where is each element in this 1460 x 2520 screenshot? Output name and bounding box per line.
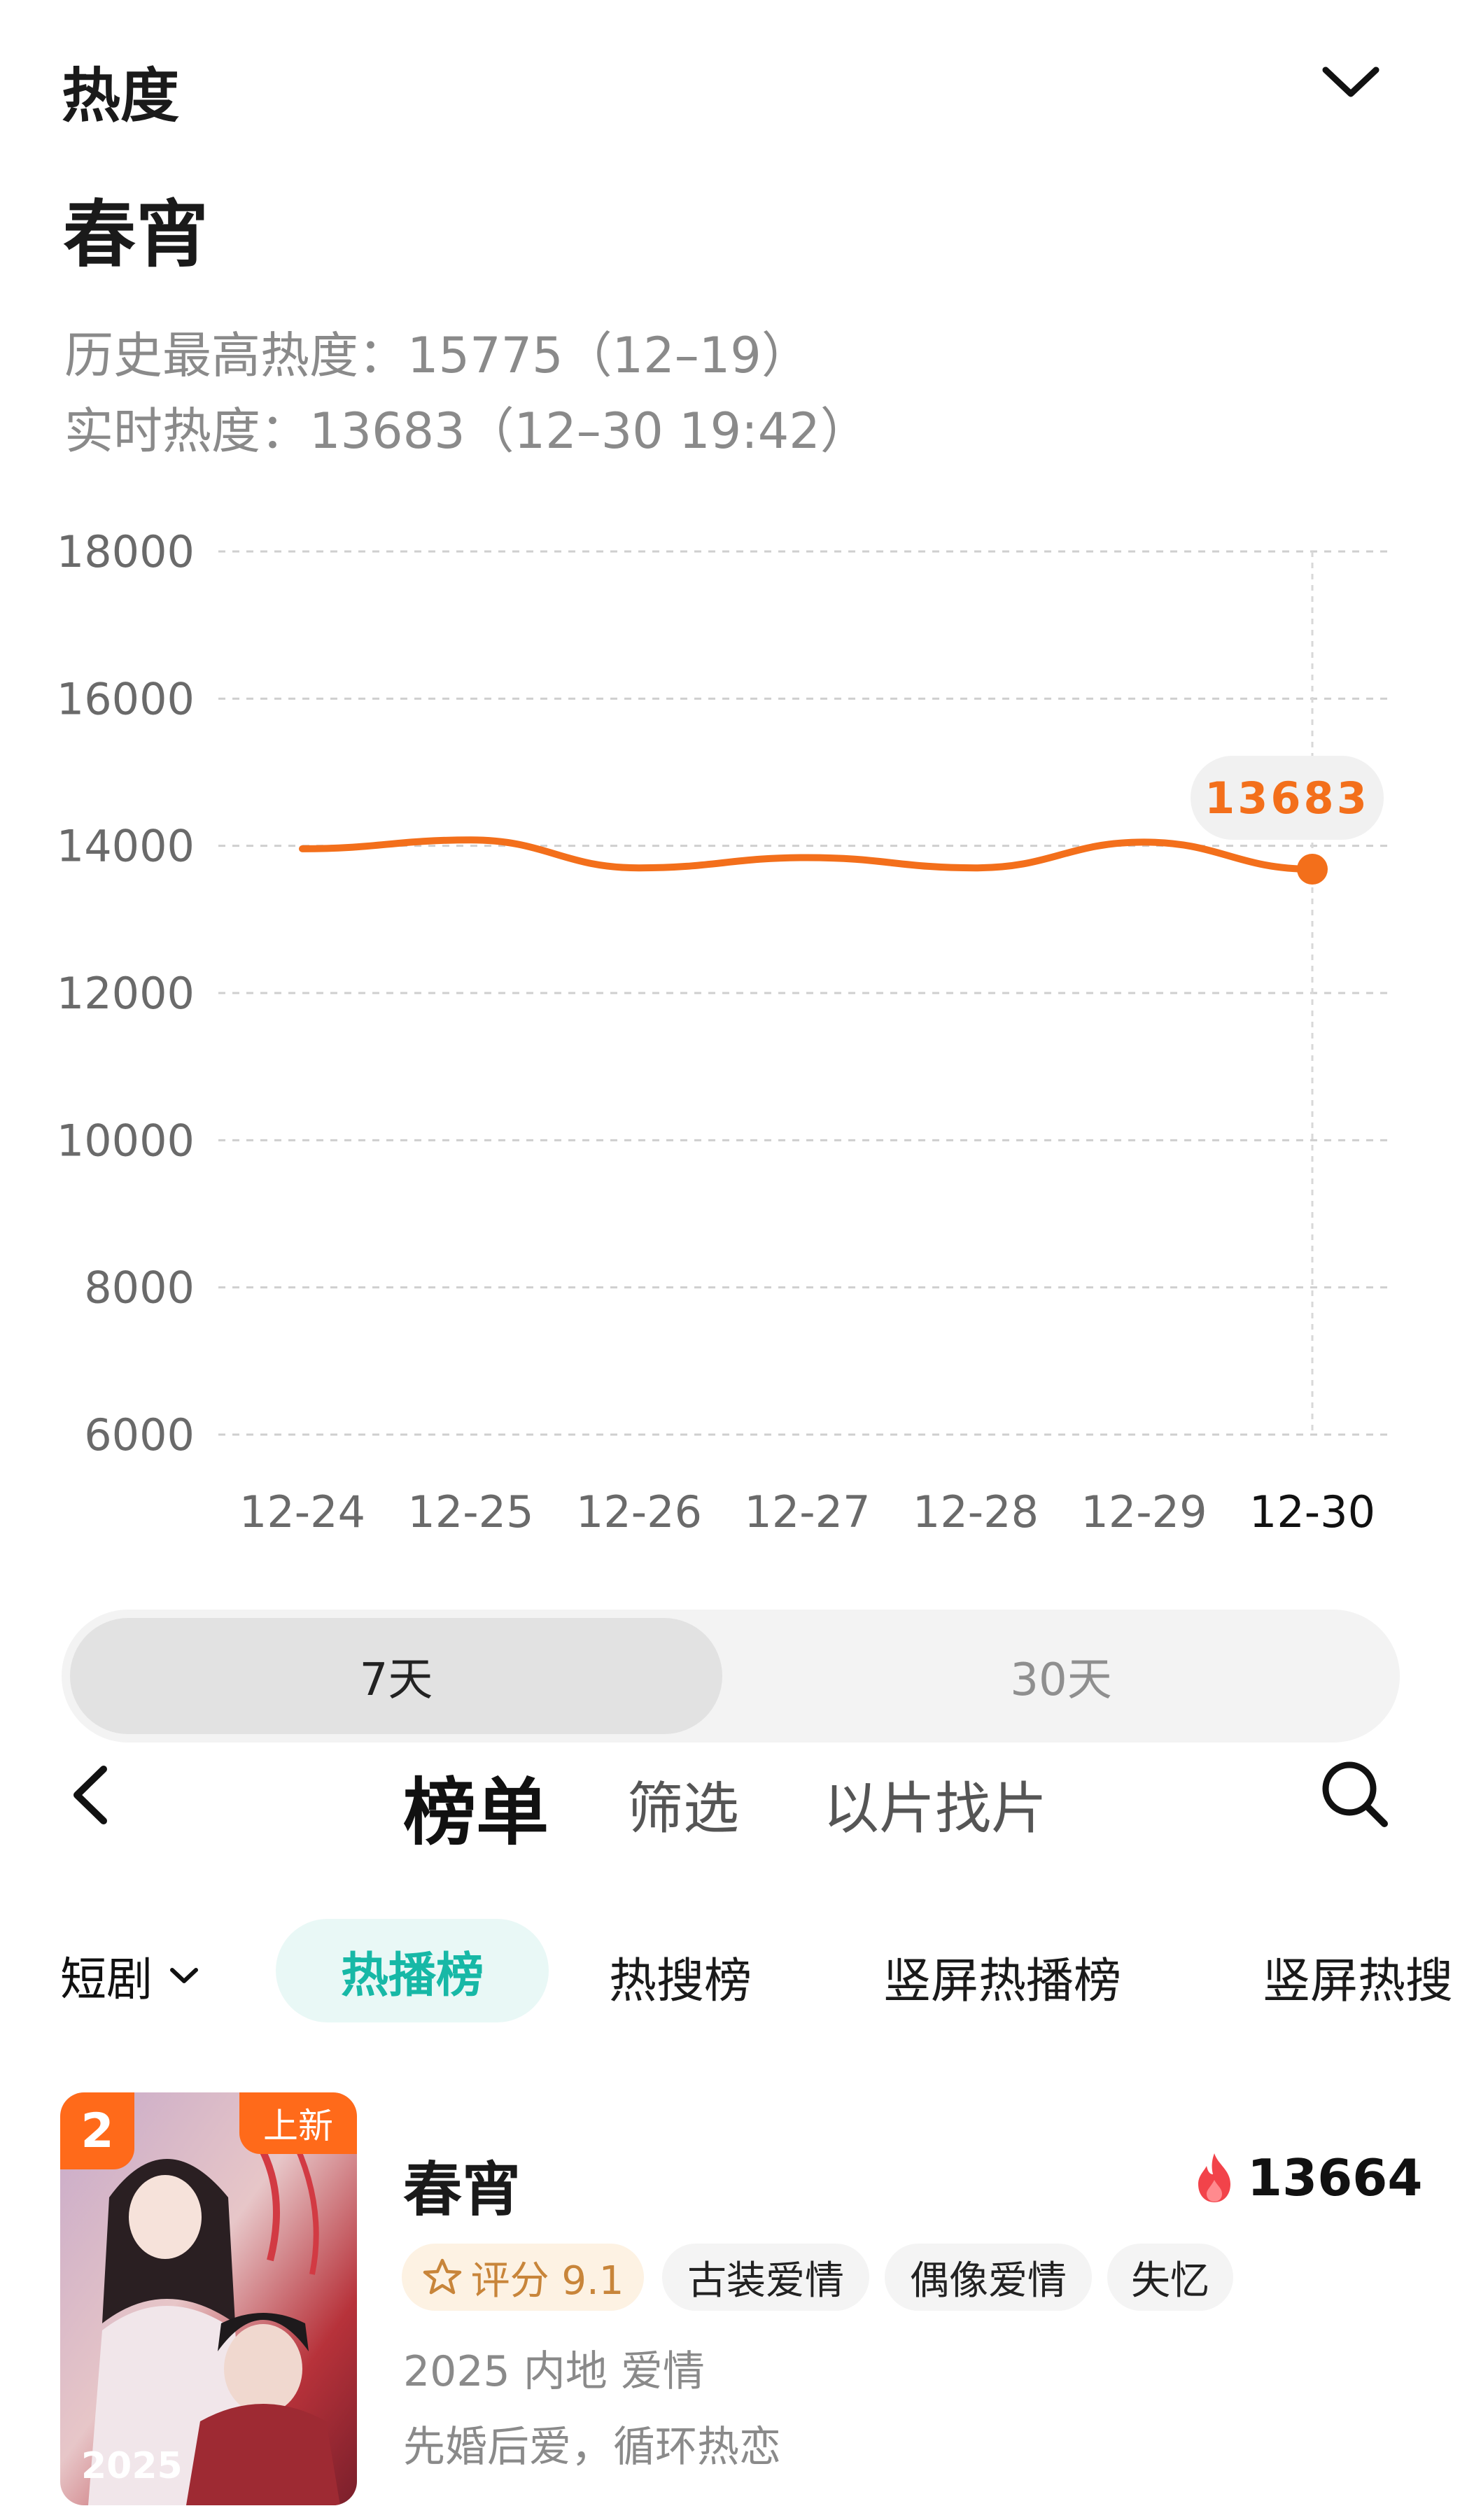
max-heat-text: 历史最高热度：15775（12–19） bbox=[64, 327, 810, 384]
genre-tag: 失忆 bbox=[1107, 2244, 1233, 2311]
tab-find-by-image[interactable]: 以片找片 bbox=[823, 1776, 1047, 1841]
x-tick-label: 12-27 bbox=[744, 1486, 870, 1537]
star-icon bbox=[423, 2258, 461, 2295]
y-tick-label: 18000 bbox=[57, 526, 195, 577]
x-tick-label: 12-24 bbox=[239, 1486, 365, 1537]
poster-year: 2025 bbox=[81, 2445, 183, 2487]
chevron-down-icon bbox=[170, 1968, 198, 1983]
y-tick-label: 6000 bbox=[84, 1409, 195, 1460]
tab-rankings[interactable]: 榜单 bbox=[403, 1770, 549, 1855]
x-tick-label: 12-25 bbox=[407, 1486, 533, 1537]
genre-tag: 古装爱情 bbox=[662, 2244, 869, 2311]
y-tick-label: 14000 bbox=[57, 821, 195, 872]
chip-vertical-hot-play[interactable]: 竖屏热播榜 bbox=[883, 1954, 1122, 2009]
show-title: 春宵 bbox=[63, 192, 209, 277]
highlight-point bbox=[1297, 854, 1328, 885]
item-heat-badge: 13664 bbox=[1194, 2148, 1423, 2207]
poster-art bbox=[60, 2092, 357, 2505]
genre-tag: 偶像爱情 bbox=[885, 2244, 1092, 2311]
chevron-left-icon[interactable] bbox=[63, 1757, 119, 1833]
score-label: 评分 9.1 bbox=[470, 2258, 624, 2304]
poster-image[interactable]: 2 上新 2025 bbox=[60, 2092, 357, 2505]
item-title[interactable]: 春宵 bbox=[403, 2155, 521, 2224]
new-badge: 上新 bbox=[239, 2092, 357, 2154]
x-tick-label: 12-28 bbox=[913, 1486, 1039, 1537]
item-heat-value: 13664 bbox=[1247, 2148, 1423, 2207]
category-dropdown-label: 短剧 bbox=[60, 1952, 153, 2006]
y-tick-label: 16000 bbox=[57, 673, 195, 724]
realtime-heat-text: 实时热度：13683（12–30 19:42） bbox=[64, 402, 869, 460]
score-tag: 评分 9.1 bbox=[402, 2244, 644, 2311]
series-line bbox=[299, 836, 1316, 873]
y-tick-label: 10000 bbox=[57, 1115, 195, 1166]
item-meta: 2025 内地 爱情 bbox=[403, 2347, 705, 2396]
x-tick-label: 12-30 bbox=[1249, 1486, 1375, 1537]
x-tick-label: 12-29 bbox=[1081, 1486, 1207, 1537]
chip-vertical-hot-search[interactable]: 竖屏热搜 bbox=[1263, 1954, 1454, 2009]
flame-icon bbox=[1198, 2153, 1230, 2202]
search-icon[interactable] bbox=[1316, 1755, 1393, 1832]
chip-hot-search[interactable]: 热搜榜 bbox=[609, 1954, 752, 2009]
range-toggle: 7天 30天 bbox=[62, 1610, 1400, 1743]
x-tick-label: 12-26 bbox=[576, 1486, 702, 1537]
tab-filter[interactable]: 筛选 bbox=[627, 1776, 739, 1841]
highlight-label: 13683 bbox=[1205, 773, 1370, 824]
category-dropdown[interactable]: 短剧 bbox=[60, 1942, 202, 2009]
range-7-days[interactable]: 7天 bbox=[70, 1618, 722, 1734]
range-30-days[interactable]: 30天 bbox=[1010, 1654, 1112, 1706]
chevron-down-icon[interactable] bbox=[1316, 55, 1386, 111]
panel-title: 热度 bbox=[62, 62, 180, 130]
rank-badge: 2 bbox=[60, 2092, 134, 2169]
chip-hot-play[interactable]: 热播榜 bbox=[276, 1919, 549, 2022]
heat-panel bbox=[0, 0, 1460, 1743]
y-tick-label: 12000 bbox=[57, 968, 195, 1019]
item-description: 先婚后爱，循环热恋 bbox=[403, 2423, 781, 2472]
heat-line-chart: 18000 16000 14000 12000 10000 8000 6000 12-24 12… bbox=[57, 526, 1393, 1537]
highlight-label-bg bbox=[1191, 756, 1384, 840]
y-tick-label: 8000 bbox=[84, 1262, 195, 1314]
